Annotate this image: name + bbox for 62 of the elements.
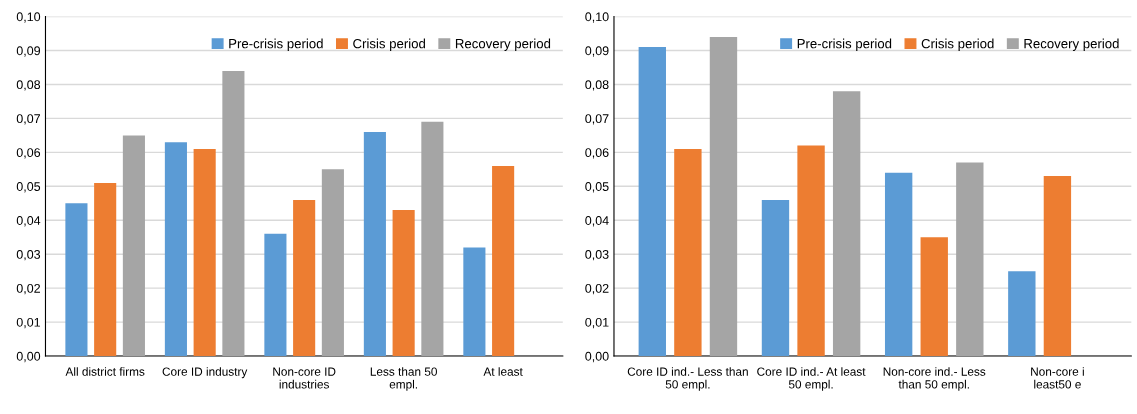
bar [920,237,948,357]
bar [65,203,88,357]
y-tick-label: 0,09 [16,46,41,57]
bar [321,169,344,357]
bar [761,199,790,357]
legend-label: Recovery period [1024,38,1119,51]
y-tick-label: 0,03 [585,250,609,261]
x-tick-label: Non-core ID industries [273,367,336,389]
bar [884,172,913,357]
legend-label: Crisis period [353,38,425,51]
y-tick-label: 0,06 [585,148,609,159]
y-tick-label: 0,05 [16,182,41,193]
y-tick-label: 0,02 [16,283,40,295]
y-tick-label: 0,10 [585,12,609,23]
y-tick-label: 0,00 [16,351,41,363]
bar [463,247,486,357]
x-tick-label: Non-core i least50 e [1031,367,1084,389]
y-tick-label: 0,03 [16,250,41,261]
x-tick-label: All district firms [65,367,145,376]
y-tick-label: 0,08 [585,80,609,91]
bar [709,36,738,357]
bar [392,210,415,357]
x-tick-label: Less than 50 empl. [370,367,437,391]
bar [956,162,984,357]
y-tick-label: 0,01 [16,317,41,329]
x-tick-label: Core ID ind.- At least 50 empl. [757,367,866,391]
bar [94,182,117,357]
x-tick-label: At least [483,367,523,376]
y-tick-label: 0,05 [585,182,609,193]
x-tick-label: Non-core ind.- Less than 50 empl. [883,367,986,391]
bar [797,145,825,357]
y-tick-label: 0,08 [16,80,41,91]
legend-label: Crisis period [921,38,994,51]
x-tick-label: Core ID industry [162,367,248,379]
bar [421,121,444,357]
bar [293,199,316,357]
y-tick-label: 0,04 [585,216,609,227]
bar [832,91,861,357]
bar [638,47,666,357]
y-tick-label: 0,07 [585,114,609,125]
legend-label: Recovery period [455,38,551,51]
y-tick-label: 0,02 [585,283,609,295]
y-tick-label: 0,06 [16,148,41,159]
bar [363,131,386,357]
y-tick-label: 0,00 [585,351,609,363]
bar [164,142,187,357]
legend-label: Pre-crisis period [229,38,323,51]
y-tick-label: 0,07 [16,114,40,125]
bar [492,165,515,357]
legend-label: Pre-crisis period [797,38,892,51]
y-tick-label: 0,01 [585,317,609,329]
y-tick-label: 0,10 [16,12,41,23]
bar [1043,176,1072,357]
bar [1008,271,1036,357]
x-tick-label: Core ID ind.- Less than 50 empl. [627,367,748,391]
bar [122,135,145,357]
y-tick-label: 0,09 [585,46,609,57]
y-tick-label: 0,04 [16,216,41,227]
bar [674,148,702,357]
bar [193,148,216,357]
bar [264,233,287,357]
bar [222,70,245,357]
